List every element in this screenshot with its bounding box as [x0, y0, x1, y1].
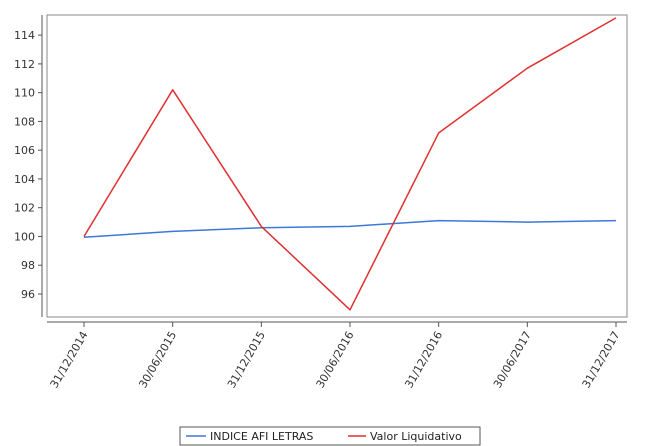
series-line-valor-liquidativo: [83, 17, 617, 311]
x-tick-label: 31/12/2014: [48, 329, 91, 390]
series-lines: [83, 17, 617, 311]
y-tick-label: 104: [14, 173, 35, 186]
legend-label-valor: Valor Liquidativo: [370, 430, 462, 443]
x-tick-label: 30/06/2017: [491, 329, 534, 390]
y-tick-label: 106: [14, 144, 35, 157]
x-tick-label: 31/12/2015: [225, 329, 268, 390]
y-tick-label: 98: [21, 259, 35, 272]
y-tick-label: 102: [14, 202, 35, 215]
legend-label-indice: INDICE AFI LETRAS: [210, 430, 313, 443]
y-tick-label: 114: [14, 29, 35, 42]
series-line-indice-afi-letras: [83, 219, 617, 238]
legend-box: [179, 426, 481, 446]
x-tick-label: 30/06/2015: [136, 329, 179, 390]
y-tick-label: 108: [14, 115, 35, 128]
y-tick-label: 96: [21, 288, 35, 301]
y-tick-label: 110: [14, 87, 35, 100]
y-tick-label: 112: [14, 58, 35, 71]
y-tick-label: 100: [14, 230, 35, 243]
x-tick-label: 30/06/2016: [314, 329, 357, 390]
x-axis-ticks: 31/12/2014 30/06/2015 31/12/2015 30/06/2016…: [48, 322, 623, 390]
legend: INDICE AFI LETRAS Valor Liquidativo: [179, 426, 481, 446]
y-axis-ticks: 96 98 100 102 104 106 108 110 112 114: [14, 29, 42, 301]
x-tick-label: 31/12/2016: [402, 329, 445, 390]
x-tick-label: 31/12/2017: [580, 329, 623, 390]
plot-area: [46, 14, 628, 318]
